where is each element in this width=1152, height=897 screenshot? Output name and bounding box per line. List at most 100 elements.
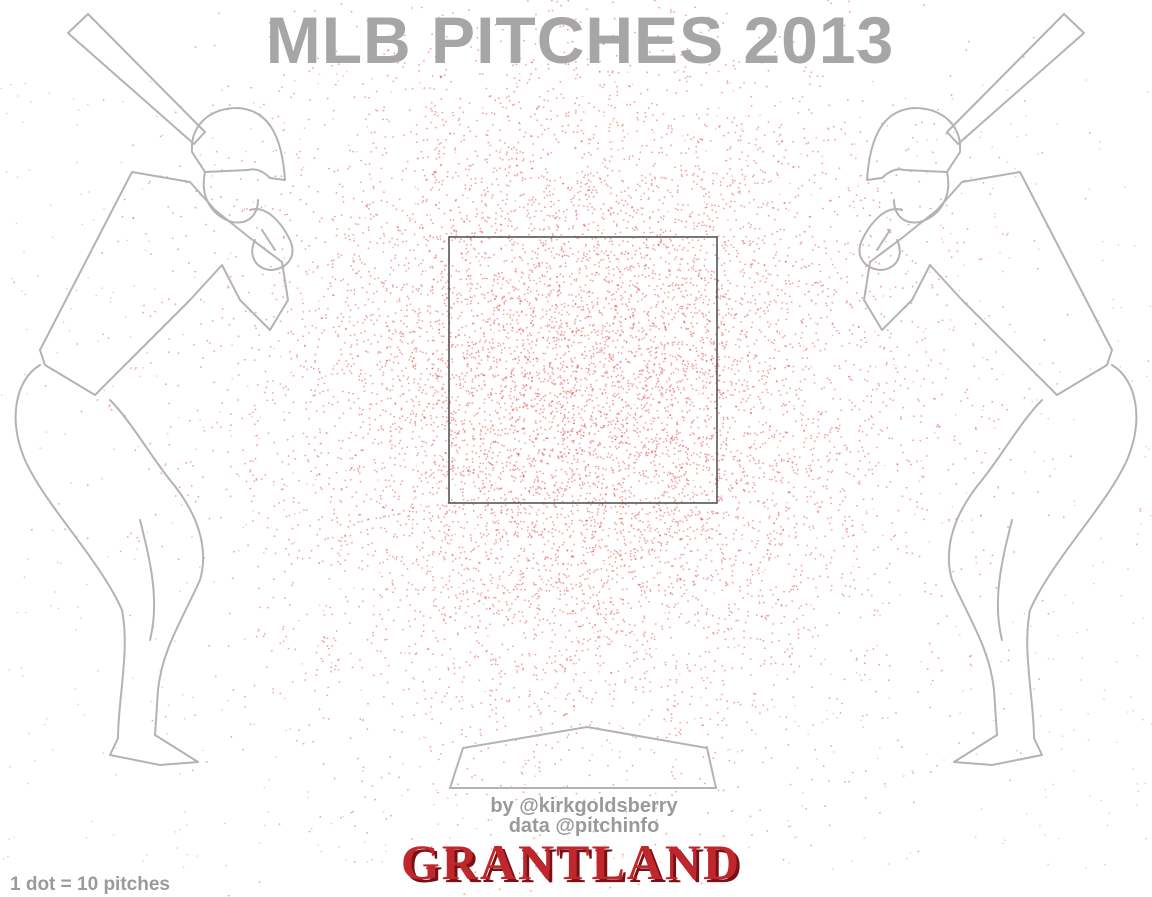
- pitch-dot: [585, 404, 588, 407]
- pitch-dot: [608, 126, 611, 129]
- pitch-dot: [769, 424, 772, 427]
- pitch-dot: [519, 391, 521, 394]
- pitch-dot: [454, 606, 457, 609]
- pitch-dot: [600, 522, 603, 525]
- pitch-dot: [877, 461, 880, 464]
- pitch-dot: [762, 406, 765, 408]
- pitch-dot: [540, 726, 542, 729]
- pitch-dot: [648, 319, 650, 321]
- pitch-dot: [489, 328, 492, 331]
- pitch-dot: [445, 505, 448, 507]
- pitch-dot: [645, 333, 648, 336]
- pitch-dot: [549, 284, 552, 287]
- pitch-dot: [136, 536, 139, 539]
- pitch-dot: [511, 329, 513, 332]
- pitch-dot: [578, 329, 580, 332]
- pitch-dot: [721, 719, 724, 722]
- pitch-dot: [725, 293, 728, 295]
- pitch-dot: [445, 584, 448, 586]
- pitch-dot: [700, 277, 703, 280]
- pitch-dot: [628, 530, 630, 533]
- pitch-dot: [828, 276, 831, 279]
- pitch-dot: [630, 525, 633, 528]
- pitch-dot: [663, 471, 665, 474]
- pitch-dot: [408, 652, 411, 655]
- pitch-dot: [573, 458, 576, 460]
- pitch-dot: [856, 344, 858, 346]
- pitch-dot: [758, 247, 761, 250]
- pitch-dot: [590, 362, 593, 364]
- pitch-dot: [549, 110, 552, 112]
- pitch-dot: [397, 362, 400, 365]
- pitch-dot: [519, 128, 521, 131]
- pitch-dot: [871, 388, 874, 391]
- pitch-dot: [463, 240, 465, 243]
- pitch-dot: [613, 492, 615, 495]
- pitch-dot: [865, 341, 867, 344]
- pitch-dot: [521, 773, 524, 775]
- pitch-dot: [707, 107, 709, 110]
- pitch-dot: [440, 550, 442, 553]
- pitch-dot: [423, 409, 425, 412]
- pitch-dot: [601, 349, 604, 352]
- pitch-dot: [617, 351, 620, 354]
- pitch-dot: [473, 656, 476, 659]
- pitch-dot: [602, 43, 605, 46]
- pitch-dot: [401, 715, 404, 718]
- pitch-dot: [645, 182, 647, 185]
- pitch-dot: [566, 445, 569, 448]
- pitch-dot: [317, 368, 320, 370]
- pitch-dot: [594, 624, 596, 626]
- pitch-dot: [620, 517, 622, 520]
- pitch-dot: [471, 450, 474, 453]
- pitch-dot: [353, 860, 356, 863]
- pitch-dot: [609, 643, 611, 646]
- pitch-dot: [296, 354, 299, 356]
- pitch-dot: [540, 729, 543, 731]
- pitch-dot: [371, 542, 373, 544]
- pitch-dot: [272, 380, 274, 382]
- pitch-dot: [810, 655, 812, 658]
- pitch-dot: [407, 262, 410, 265]
- pitch-dot: [783, 459, 785, 462]
- pitch-dot: [360, 276, 362, 279]
- pitch-dot: [411, 527, 414, 530]
- pitch-dot: [399, 483, 402, 486]
- pitch-dot: [464, 429, 466, 432]
- pitch-dot: [334, 83, 337, 86]
- pitch-dot: [783, 156, 786, 159]
- pitch-dot: [701, 312, 703, 315]
- pitch-dot: [632, 155, 634, 157]
- pitch-dot: [572, 197, 575, 200]
- pitch-dot: [760, 206, 763, 209]
- pitch-dot: [667, 617, 669, 620]
- pitch-dot: [649, 690, 652, 693]
- pitch-dot: [657, 380, 660, 382]
- pitch-dot: [607, 257, 610, 260]
- pitch-dot: [339, 523, 342, 526]
- pitch-dot: [485, 477, 488, 480]
- pitch-dot: [458, 546, 461, 549]
- pitch-dot: [586, 258, 588, 261]
- pitch-dot: [394, 257, 396, 260]
- pitch-dot: [433, 586, 436, 589]
- pitch-dot: [824, 433, 827, 436]
- pitch-dot: [702, 301, 704, 304]
- pitch-dot: [700, 294, 703, 296]
- pitch-dot: [795, 535, 797, 538]
- pitch-dot: [721, 568, 724, 570]
- pitch-dot: [466, 371, 468, 374]
- pitch-dot: [738, 345, 741, 348]
- pitch-dot: [512, 569, 514, 572]
- pitch-dot: [273, 316, 275, 318]
- pitch-dot: [796, 618, 798, 620]
- pitch-dot: [686, 134, 689, 136]
- pitch-dot: [654, 464, 656, 467]
- pitch-dot: [219, 516, 222, 519]
- pitch-dot: [645, 452, 648, 455]
- pitch-dot: [818, 506, 820, 508]
- pitch-dot: [474, 742, 477, 744]
- pitch-dot: [565, 589, 568, 592]
- pitch-dot: [625, 811, 628, 813]
- pitch-dot: [241, 159, 243, 162]
